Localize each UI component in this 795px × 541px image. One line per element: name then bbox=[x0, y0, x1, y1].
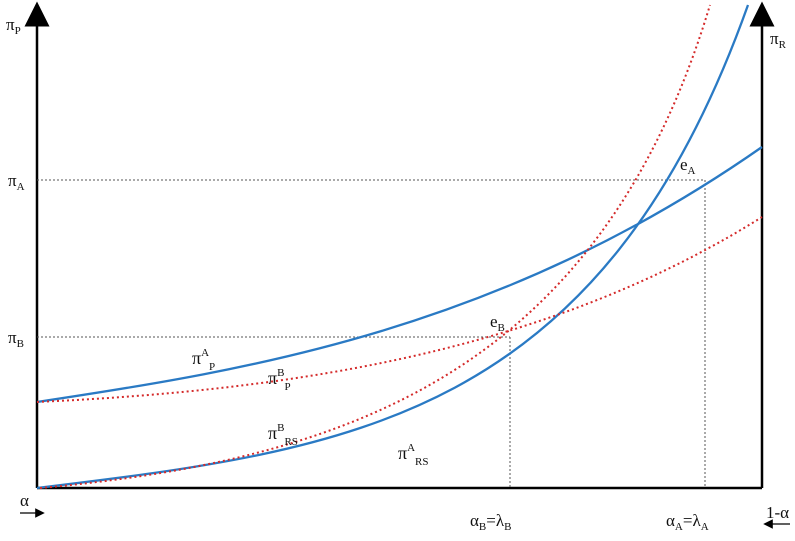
point-eA-label: eA bbox=[680, 155, 696, 177]
curve-piA-RS bbox=[36, 4, 750, 490]
curve-piA-P bbox=[36, 146, 763, 404]
point-eB-label: eB bbox=[490, 312, 505, 334]
pi-A-label: πA bbox=[8, 171, 25, 193]
curve-label-piA-RS: πARS bbox=[398, 442, 429, 468]
x-left-label: α bbox=[20, 491, 29, 510]
alphaA-lambdaA-label: αA=λA bbox=[666, 511, 709, 533]
curve-piB-RS bbox=[39, 4, 711, 489]
curve-label-piA-P: πAP bbox=[192, 347, 215, 373]
right-axis-label: πR bbox=[770, 29, 787, 51]
curve-label-piB-P: πBP bbox=[268, 367, 291, 393]
alphaB-lambdaB-label: αB=λB bbox=[470, 511, 511, 533]
curve-label-piB-RS: πBRS bbox=[268, 422, 298, 448]
x-right-label: 1-α bbox=[766, 503, 789, 522]
left-axis-label: πP bbox=[6, 15, 21, 37]
curve-piB-P bbox=[36, 216, 763, 403]
pi-B-label: πB bbox=[8, 328, 24, 350]
